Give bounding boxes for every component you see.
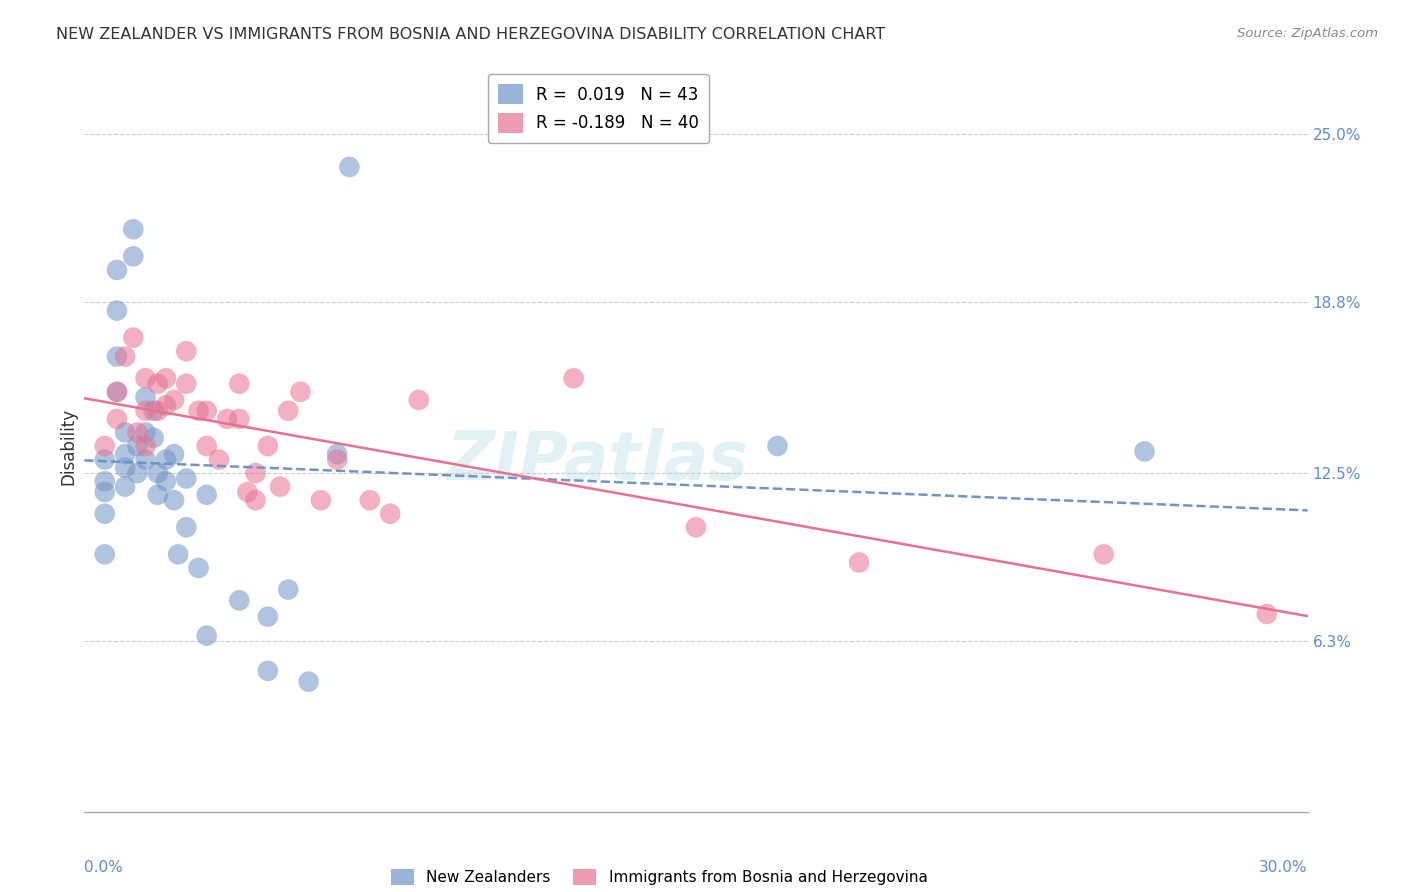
Point: [122, 222, 145, 236]
Point: [114, 447, 136, 461]
Point: [685, 520, 707, 534]
Point: [105, 384, 128, 399]
Point: [359, 493, 381, 508]
Point: [195, 404, 218, 418]
Point: [174, 520, 197, 534]
Point: [127, 425, 149, 440]
Point: [93, 547, 115, 561]
Point: [277, 404, 299, 418]
Legend: New Zealanders, Immigrants from Bosnia and Herzegovina: New Zealanders, Immigrants from Bosnia a…: [385, 863, 934, 891]
Point: [174, 376, 197, 391]
Point: [339, 160, 361, 174]
Point: [326, 452, 349, 467]
Point: [562, 371, 585, 385]
Point: [174, 471, 197, 485]
Point: [290, 384, 312, 399]
Point: [195, 629, 218, 643]
Point: [245, 466, 267, 480]
Text: 30.0%: 30.0%: [1260, 861, 1308, 875]
Point: [93, 474, 115, 488]
Point: [167, 547, 190, 561]
Point: [163, 392, 186, 407]
Point: [127, 466, 149, 480]
Point: [236, 485, 259, 500]
Text: 0.0%: 0.0%: [84, 861, 124, 875]
Point: [163, 447, 186, 461]
Point: [122, 249, 145, 263]
Text: Source: ZipAtlas.com: Source: ZipAtlas.com: [1237, 27, 1378, 40]
Point: [114, 350, 136, 364]
Point: [257, 664, 280, 678]
Point: [146, 404, 169, 418]
Point: [93, 452, 115, 467]
Point: [122, 331, 145, 345]
Point: [127, 439, 149, 453]
Point: [228, 376, 250, 391]
Point: [135, 404, 157, 418]
Text: ZIPatlas: ZIPatlas: [447, 427, 749, 493]
Point: [105, 384, 128, 399]
Point: [146, 488, 169, 502]
Point: [163, 493, 186, 508]
Point: [277, 582, 299, 597]
Point: [155, 398, 177, 412]
Point: [766, 439, 789, 453]
Point: [257, 439, 280, 453]
Point: [135, 452, 157, 467]
Point: [269, 480, 291, 494]
Point: [105, 412, 128, 426]
Point: [114, 425, 136, 440]
Point: [135, 425, 157, 440]
Point: [326, 447, 349, 461]
Point: [105, 263, 128, 277]
Point: [187, 404, 209, 418]
Point: [228, 412, 250, 426]
Point: [135, 390, 157, 404]
Y-axis label: Disability: Disability: [59, 408, 77, 484]
Point: [257, 609, 280, 624]
Point: [146, 466, 169, 480]
Point: [408, 392, 430, 407]
Point: [228, 593, 250, 607]
Point: [174, 344, 197, 359]
Point: [135, 371, 157, 385]
Point: [217, 412, 239, 426]
Text: NEW ZEALANDER VS IMMIGRANTS FROM BOSNIA AND HERZEGOVINA DISABILITY CORRELATION C: NEW ZEALANDER VS IMMIGRANTS FROM BOSNIA …: [56, 27, 886, 42]
Point: [114, 480, 136, 494]
Point: [135, 439, 157, 453]
Point: [195, 488, 218, 502]
Point: [245, 493, 267, 508]
Point: [155, 452, 177, 467]
Point: [155, 371, 177, 385]
Point: [105, 350, 128, 364]
Point: [309, 493, 332, 508]
Point: [1133, 444, 1156, 458]
Point: [93, 485, 115, 500]
Point: [142, 404, 165, 418]
Point: [105, 303, 128, 318]
Point: [187, 561, 209, 575]
Point: [93, 439, 115, 453]
Point: [155, 474, 177, 488]
Point: [298, 674, 321, 689]
Point: [380, 507, 402, 521]
Point: [195, 439, 218, 453]
Point: [114, 460, 136, 475]
Point: [93, 507, 115, 521]
Point: [1256, 607, 1278, 621]
Point: [146, 376, 169, 391]
Point: [208, 452, 231, 467]
Point: [1092, 547, 1115, 561]
Point: [142, 431, 165, 445]
Point: [848, 556, 870, 570]
